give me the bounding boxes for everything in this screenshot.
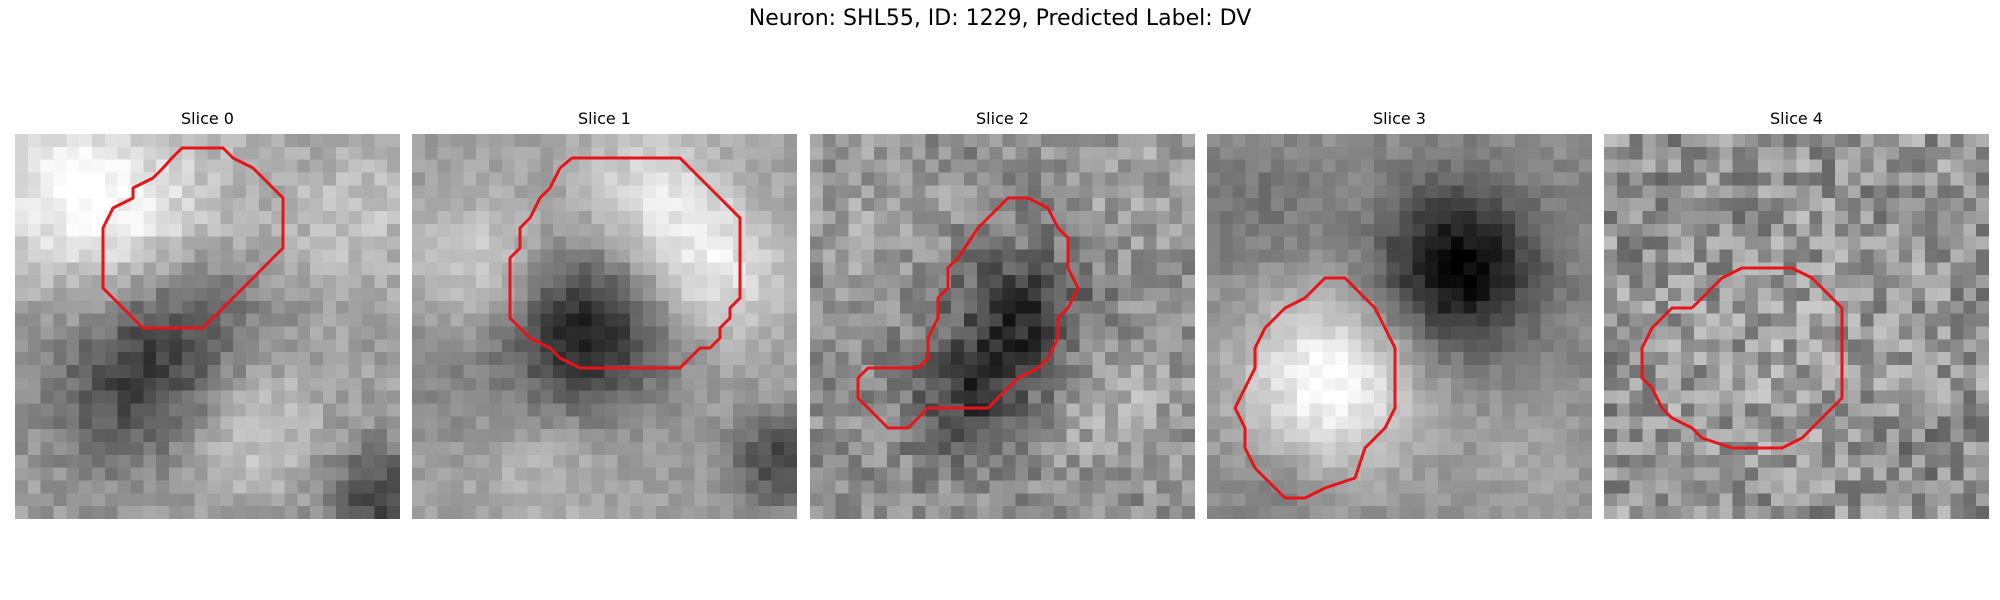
- slice-panel-0: Slice 0: [15, 108, 400, 519]
- grayscale-image: [1604, 134, 1989, 519]
- figure-title: Neuron: SHL55, ID: 1229, Predicted Label…: [748, 6, 1252, 31]
- roi-contour: [856, 196, 1080, 430]
- roi-contour: [101, 146, 285, 330]
- slice-panel-3: Slice 3: [1207, 108, 1592, 519]
- slice-panel-1: Slice 1: [412, 108, 797, 519]
- slice-image-1: [412, 134, 797, 519]
- slice-image-0: [15, 134, 400, 519]
- grayscale-image: [412, 134, 797, 519]
- roi-contour: [1233, 276, 1397, 500]
- slice-panel-2: Slice 2: [810, 108, 1195, 519]
- roi-contour-overlay: [856, 196, 1080, 430]
- slice-image-4: [1604, 134, 1989, 519]
- slice-title: Slice 1: [578, 109, 631, 128]
- slice-title: Slice 4: [1770, 109, 1823, 128]
- slice-title: Slice 3: [1373, 109, 1426, 128]
- roi-contour-overlay: [1233, 276, 1397, 500]
- slice-panel-4: Slice 4: [1604, 108, 1989, 519]
- roi-contour: [508, 156, 742, 370]
- slice-title: Slice 0: [181, 109, 234, 128]
- roi-contour-overlay: [1640, 266, 1844, 450]
- roi-contour-overlay: [101, 146, 285, 330]
- slice-title: Slice 2: [976, 109, 1029, 128]
- roi-contour: [1640, 266, 1844, 450]
- roi-contour-overlay: [508, 156, 742, 370]
- grayscale-image: [810, 134, 1195, 519]
- slice-image-2: [810, 134, 1195, 519]
- grayscale-image: [1207, 134, 1592, 519]
- grayscale-image: [15, 134, 400, 519]
- slice-image-3: [1207, 134, 1592, 519]
